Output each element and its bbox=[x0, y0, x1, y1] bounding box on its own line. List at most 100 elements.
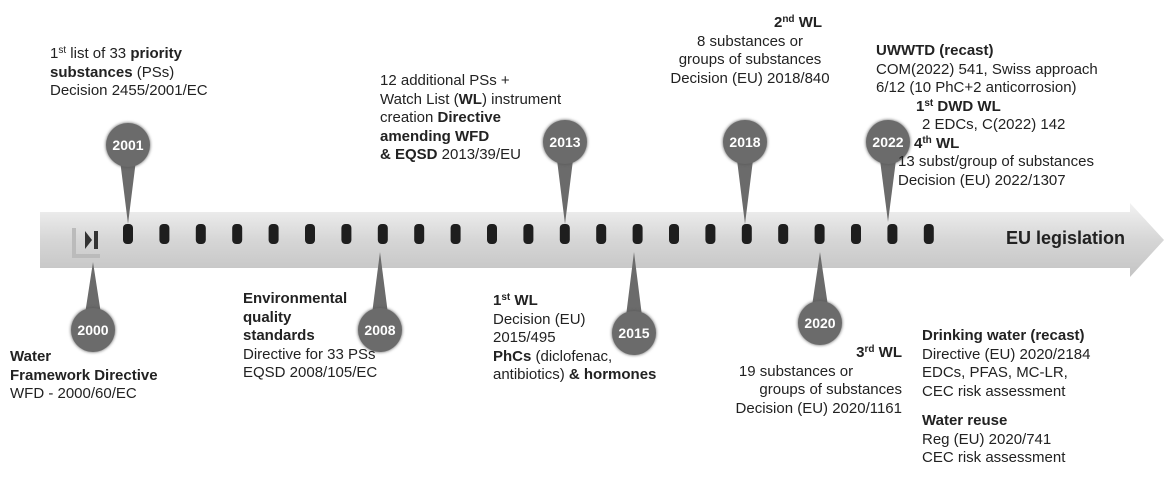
text: list of 33 bbox=[66, 45, 131, 62]
text: amending WFD bbox=[380, 127, 490, 145]
year-badge: 2022 bbox=[866, 120, 910, 164]
text: CEC risk assessment bbox=[922, 382, 1066, 400]
tick-dash bbox=[741, 224, 752, 244]
tick-dash bbox=[559, 224, 570, 244]
event-text: 1st list of 33 priority substances (PSs)… bbox=[50, 45, 208, 101]
tick-dash bbox=[123, 224, 133, 244]
text: rd bbox=[864, 344, 875, 355]
text: st bbox=[501, 292, 511, 303]
event-text: Environmental quality standards Directiv… bbox=[243, 290, 377, 383]
pins bbox=[85, 160, 896, 316]
text: Directive (EU) 2020/2184 bbox=[922, 345, 1091, 363]
event-text: 3rd WL 19 substances or groups of substa… bbox=[690, 344, 902, 418]
text: 3 bbox=[856, 344, 865, 361]
text: st bbox=[58, 45, 67, 56]
text: substances bbox=[50, 63, 133, 81]
text: Water reuse bbox=[922, 412, 1008, 429]
text: 2015/495 bbox=[493, 329, 556, 346]
text: antibiotics) bbox=[493, 366, 569, 383]
tick-dash bbox=[705, 224, 716, 244]
text: Environmental bbox=[243, 290, 348, 307]
text: EQSD 2008/105/EC bbox=[243, 364, 378, 381]
tick-dash bbox=[305, 224, 315, 244]
text: EDCs, PFAS, MC-LR, bbox=[922, 364, 1068, 381]
text: Decision (EU) 2018/840 bbox=[670, 69, 830, 87]
text: nd bbox=[782, 14, 795, 25]
text: WL bbox=[794, 14, 823, 31]
text: 8 substances or bbox=[697, 32, 803, 50]
tick-dash bbox=[232, 224, 243, 244]
text: WL bbox=[458, 90, 482, 108]
text: UWWTD (recast) bbox=[876, 42, 994, 59]
year-badge: 2008 bbox=[358, 308, 402, 352]
year-badge: 2001 bbox=[106, 123, 150, 167]
year-badge: 2020 bbox=[798, 301, 842, 345]
event-text: UWWTD (recast) COM(2022) 541, Swiss appr… bbox=[876, 42, 1098, 190]
text: Decision (EU) 2022/1307 bbox=[898, 171, 1066, 189]
text: (diclofenac, bbox=[531, 347, 613, 365]
tick-dash bbox=[341, 224, 352, 244]
text: Watch List ( bbox=[380, 90, 459, 108]
tick-dash bbox=[669, 224, 679, 244]
tick-dash bbox=[887, 224, 898, 244]
text: WL bbox=[874, 344, 902, 361]
event-text: Water Framework Directive WFD - 2000/60/… bbox=[10, 348, 158, 404]
text: Decision 2455/2001/EC bbox=[50, 82, 208, 99]
text: WL bbox=[931, 134, 960, 152]
text: Directive for 33 PSs bbox=[243, 345, 376, 363]
start-icon bbox=[72, 228, 100, 258]
note-text: Drinking water (recast) Directive (EU) 2… bbox=[922, 327, 1090, 401]
text: priority bbox=[130, 45, 183, 62]
text: WL bbox=[510, 292, 538, 309]
text: 2013/39/EU bbox=[437, 146, 521, 163]
text: PhCs bbox=[493, 347, 532, 365]
text: quality bbox=[243, 308, 292, 326]
text: & hormones bbox=[568, 366, 657, 383]
text: Framework Directive bbox=[10, 366, 158, 384]
text: Drinking water (recast) bbox=[922, 327, 1085, 344]
tick-dash bbox=[268, 224, 279, 244]
text: CEC risk assessment bbox=[922, 449, 1066, 466]
text: ) instrument bbox=[481, 90, 562, 108]
tick-dash bbox=[851, 224, 861, 244]
text: groups of substances bbox=[678, 51, 822, 68]
tick-dash bbox=[814, 224, 825, 244]
text: & EQSD bbox=[380, 146, 438, 163]
tick-dash bbox=[596, 224, 607, 244]
text: Decision (EU) 2020/1161 bbox=[735, 399, 902, 417]
tick-dash bbox=[377, 224, 388, 244]
text: st bbox=[924, 97, 934, 109]
text: standards bbox=[243, 327, 315, 344]
tick-dash bbox=[523, 224, 534, 244]
text: th bbox=[922, 134, 932, 146]
text: 1 bbox=[916, 97, 925, 115]
year-badge: 2013 bbox=[543, 120, 587, 164]
text: 1 bbox=[50, 45, 59, 62]
bar-label: EU legislation bbox=[1006, 228, 1126, 248]
text: DWD WL bbox=[933, 97, 1001, 115]
text: 19 substances or bbox=[738, 362, 854, 380]
text: (PSs) bbox=[132, 63, 175, 81]
text: COM(2022) 541, Swiss approach bbox=[876, 60, 1098, 78]
text: 6/12 (10 PhC+2 anticorrosion) bbox=[876, 79, 1077, 96]
text: Directive bbox=[437, 109, 501, 126]
event-text: 2nd WL 8 substances or groups of substan… bbox=[660, 14, 840, 88]
tick-dash bbox=[632, 224, 643, 244]
tick-dash bbox=[414, 224, 425, 244]
year-badge: 2018 bbox=[723, 120, 767, 164]
tick-dash bbox=[159, 224, 170, 244]
text: groups of substances bbox=[759, 381, 902, 398]
tick-dash bbox=[923, 224, 934, 244]
tick-dash bbox=[195, 224, 206, 244]
text: 2 EDCs, C(2022) 142 bbox=[922, 116, 1066, 133]
text: 1 bbox=[493, 292, 502, 309]
note-text: Water reuse Reg (EU) 2020/741 CEC risk a… bbox=[922, 412, 1065, 468]
tick-dash bbox=[778, 224, 789, 244]
text: 2 bbox=[773, 14, 783, 31]
event-text: 12 additional PSs + Watch List (WL) inst… bbox=[380, 72, 561, 165]
text: Water bbox=[10, 348, 52, 365]
tick-dash bbox=[450, 224, 461, 244]
text: creation bbox=[380, 109, 438, 126]
